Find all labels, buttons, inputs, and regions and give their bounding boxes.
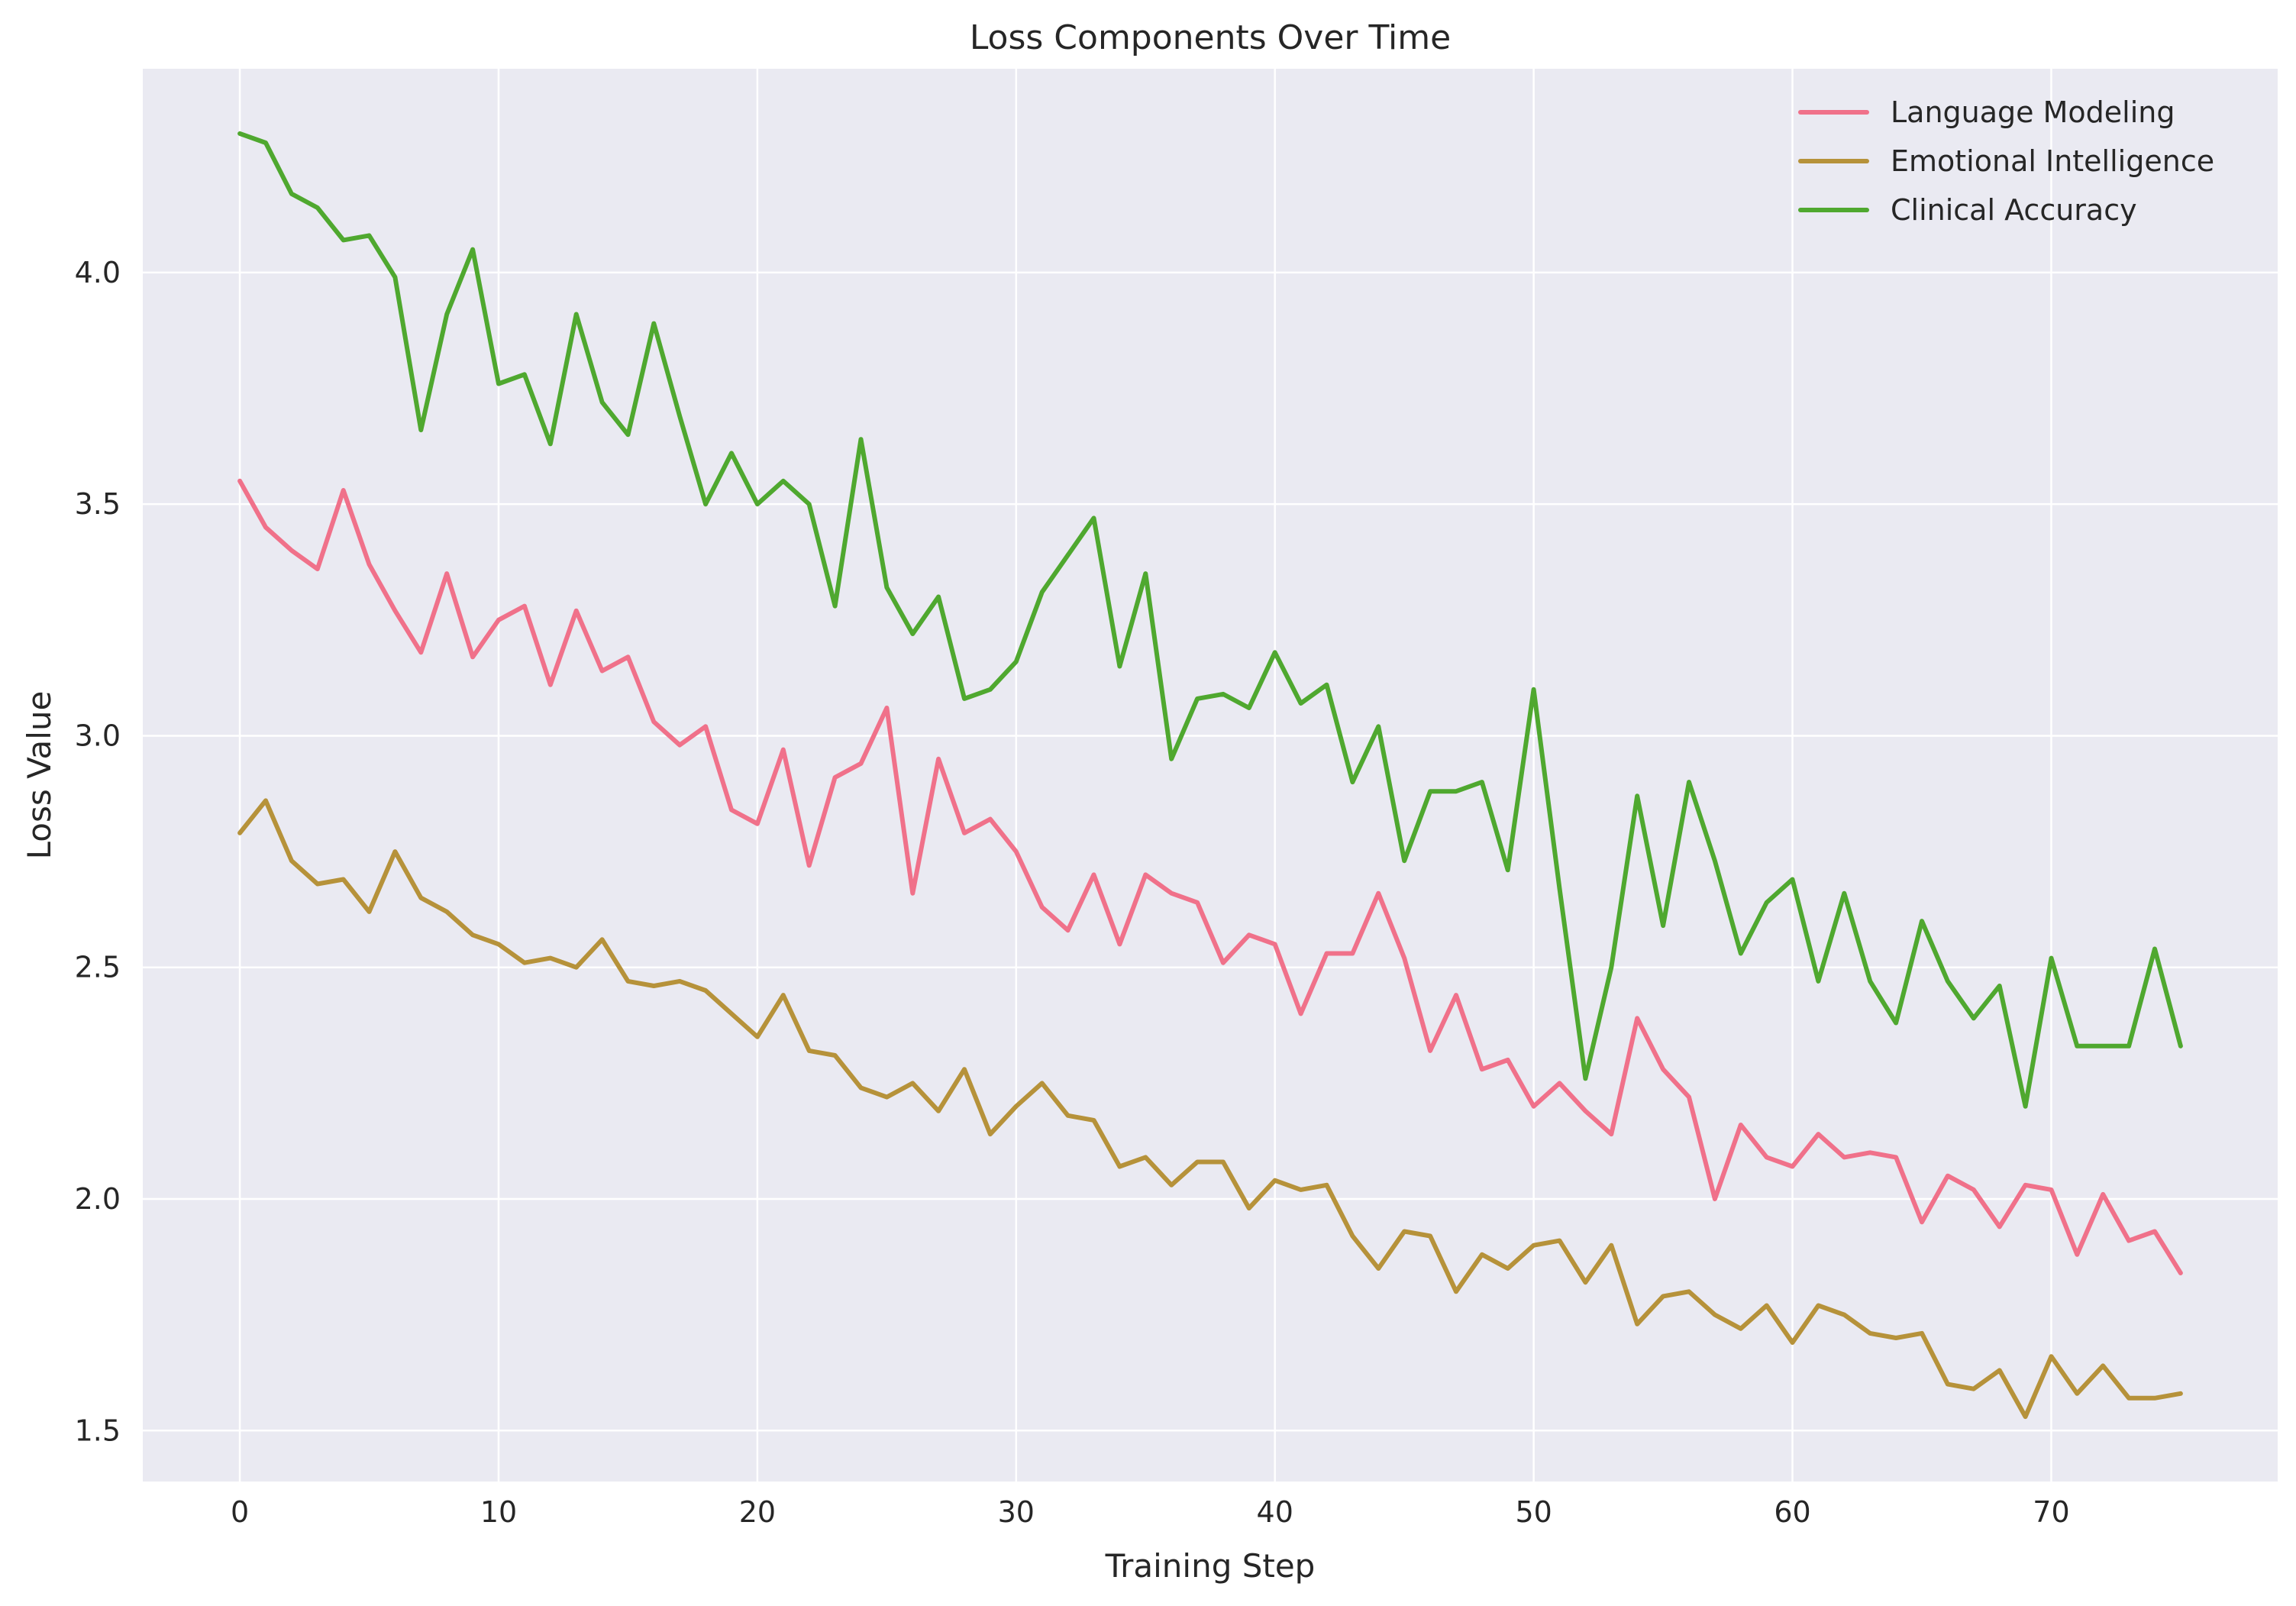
y-tick-label: 3.5	[75, 487, 121, 521]
series-line-emotional-intelligence	[237, 798, 2183, 1420]
x-tick-label: 20	[739, 1495, 776, 1529]
plot-background	[143, 69, 2278, 1482]
series-line-language-modeling	[237, 478, 2183, 1275]
legend-label-emotional-intelligence: Emotional Intelligence	[1891, 144, 2214, 178]
chart-title: Loss Components Over Time	[970, 18, 1451, 57]
y-tick-labels: 1.5 2.0 2.5 3.0 3.5 4.0	[75, 256, 121, 1447]
x-axis-label: Training Step	[1105, 1547, 1316, 1585]
legend-label-clinical-accuracy: Clinical Accuracy	[1891, 193, 2137, 227]
x-tick-label: 70	[2033, 1495, 2069, 1529]
x-tick-label: 0	[231, 1495, 249, 1529]
y-tick-label: 2.0	[75, 1182, 121, 1216]
x-tick-label: 30	[998, 1495, 1035, 1529]
legend: Language Modeling Emotional Intelligence C…	[1798, 95, 2214, 227]
series-line-clinical-accuracy	[237, 131, 2183, 1109]
y-tick-label: 4.0	[75, 256, 121, 289]
y-tick-label: 3.0	[75, 719, 121, 752]
y-tick-label: 2.5	[75, 951, 121, 984]
y-axis-label: Loss Value	[21, 691, 58, 860]
x-tick-labels: 0 10 20 30 40 50 60 70	[231, 1495, 2070, 1529]
x-tick-label: 60	[1774, 1495, 1810, 1529]
x-tick-label: 50	[1515, 1495, 1552, 1529]
x-tick-label: 10	[480, 1495, 517, 1529]
y-tick-label: 1.5	[75, 1414, 121, 1447]
series-layer	[237, 131, 2183, 1420]
legend-label-language-modeling: Language Modeling	[1891, 95, 2175, 129]
grid-lines	[143, 69, 2278, 1482]
x-tick-label: 40	[1257, 1495, 1293, 1529]
